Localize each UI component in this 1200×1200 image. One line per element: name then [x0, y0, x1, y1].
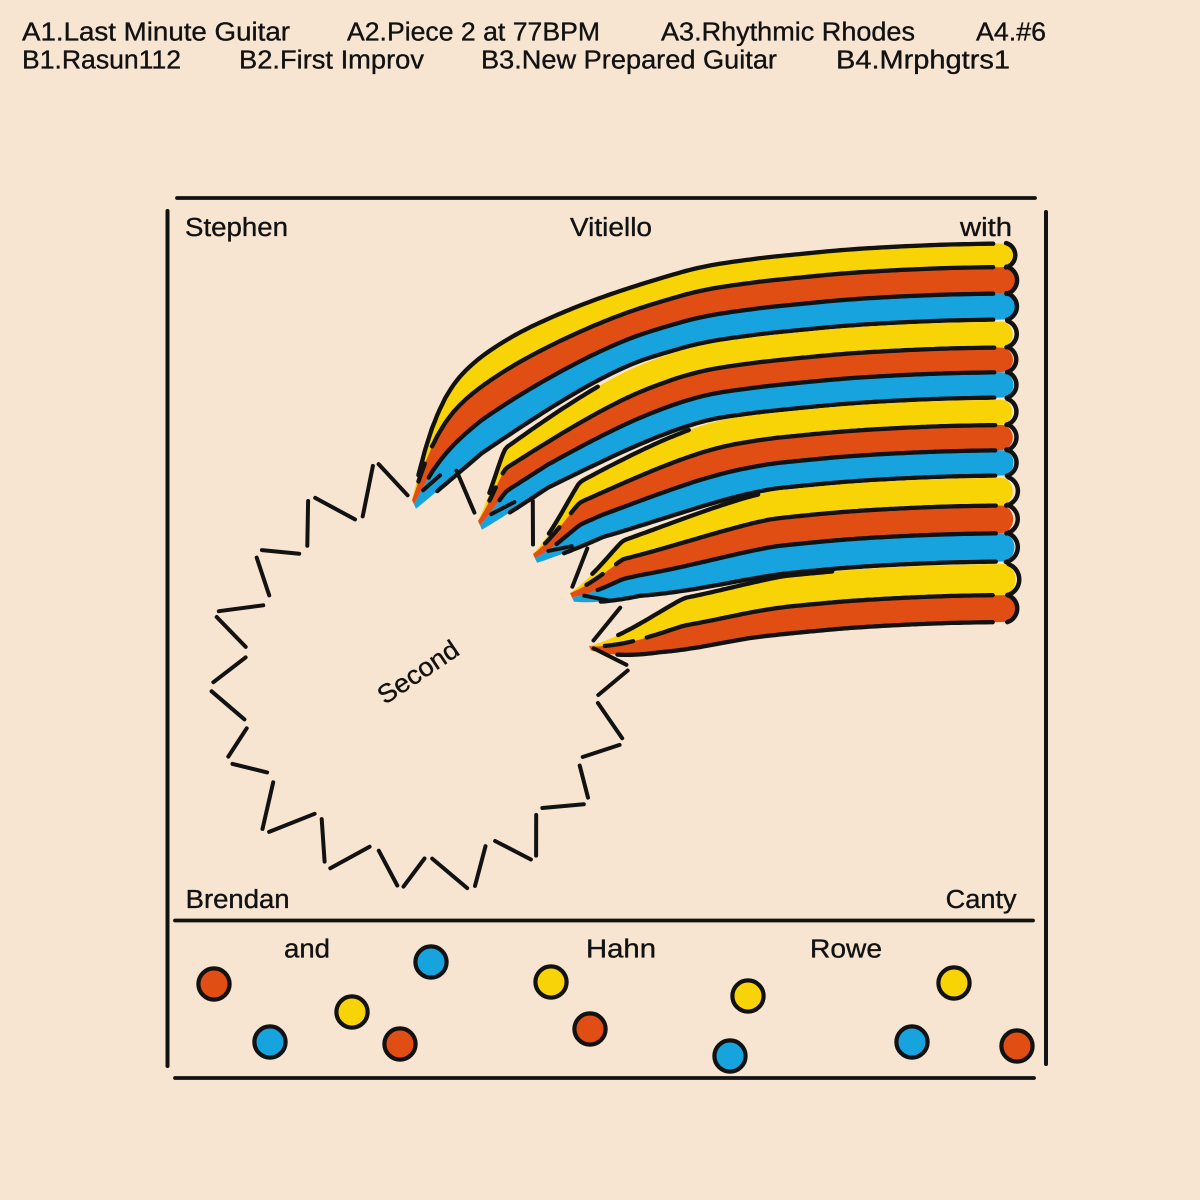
svg-text:B1.Rasun112: B1.Rasun112: [22, 46, 181, 74]
svg-text:with: with: [959, 214, 1012, 242]
svg-text:Stephen: Stephen: [185, 214, 288, 242]
svg-text:Canty: Canty: [946, 886, 1017, 914]
svg-text:A1.Last Minute Guitar: A1.Last Minute Guitar: [22, 18, 291, 46]
svg-text:Vitiello: Vitiello: [570, 214, 652, 242]
svg-text:B3.New Prepared Guitar: B3.New Prepared Guitar: [481, 46, 778, 74]
svg-text:Rowe: Rowe: [810, 936, 882, 964]
svg-text:B4.Mrphgtrs1: B4.Mrphgtrs1: [836, 46, 1010, 74]
svg-text:Hahn: Hahn: [586, 936, 656, 964]
svg-text:A2.Piece 2 at 77BPM: A2.Piece 2 at 77BPM: [347, 18, 600, 46]
svg-text:B2.First Improv: B2.First Improv: [239, 46, 424, 74]
svg-text:Brendan: Brendan: [186, 886, 290, 914]
svg-text:A4.#6: A4.#6: [976, 18, 1046, 46]
svg-text:A3.Rhythmic Rhodes: A3.Rhythmic Rhodes: [661, 18, 915, 46]
svg-text:and: and: [284, 936, 330, 964]
